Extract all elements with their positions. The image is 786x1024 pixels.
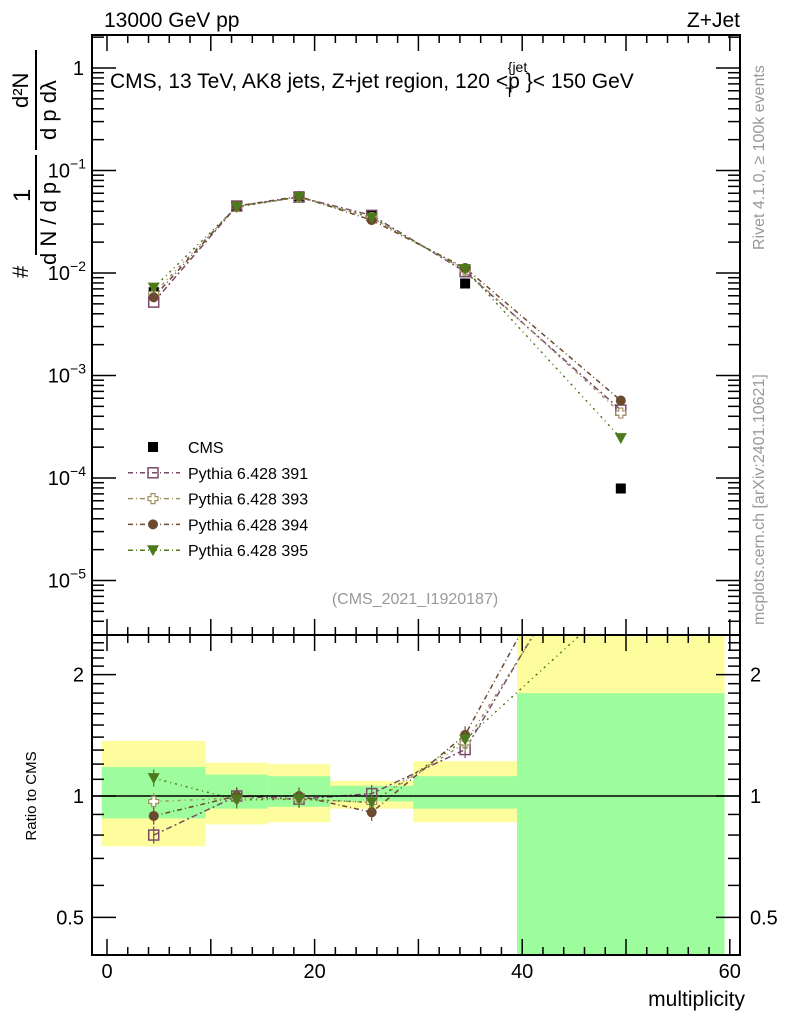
ratio-y-tick-label: 2	[73, 665, 84, 687]
header-process: Z+Jet	[687, 9, 740, 32]
x-tick-label: 0	[101, 961, 112, 983]
ratio-point-pythia-6-428-391	[147, 829, 160, 841]
series-line-pythia-6-428-393	[153, 196, 622, 414]
data-point-pythia-6-428-395	[230, 202, 243, 214]
data-point-pythia-6-428-394	[615, 395, 626, 406]
x-tick-label: 60	[719, 961, 741, 983]
ratio-y-tick-label: 0.5	[750, 907, 778, 929]
ratio-line-pythia-6-428-394	[153, 635, 521, 817]
legend-marker-pythia-6-428-395	[147, 545, 159, 557]
legend-marker-pythia-6-428-391	[147, 467, 159, 479]
data-point-pythia-6-428-393	[615, 407, 627, 419]
ratio-line-pythia-6-428-393	[153, 635, 536, 804]
y-label-rnum: d²N	[8, 73, 33, 108]
legend-label-pythia-6-428-395: Pythia 6.428 395	[188, 543, 308, 560]
ratio-y-tick-label: 1	[750, 786, 761, 808]
ratio-point-pythia-6-428-395	[293, 794, 306, 806]
ratio-point-pythia-6-428-395	[365, 797, 378, 809]
data-point-pythia-6-428-394	[148, 292, 159, 303]
ratio-y-tick-label: 0.5	[56, 907, 84, 929]
x-tick-label: 20	[303, 961, 325, 983]
legend-marker-pythia-6-428-394	[148, 519, 158, 530]
ratio-point-pythia-6-428-393	[148, 795, 160, 808]
ratio-y-label: Ratio to CMS	[23, 751, 40, 840]
ratio-frame	[91, 634, 741, 956]
legend-marker-cms	[148, 442, 158, 452]
title-sup: {jet	[508, 59, 528, 75]
title-sub: T	[505, 84, 514, 100]
data-markers	[147, 191, 627, 844]
data-point-pythia-6-428-395	[365, 212, 378, 224]
header-energy: 13000 GeV pp	[104, 9, 239, 32]
ratio-y-tick-label: 2	[750, 665, 761, 687]
ratio-line-pythia-6-428-391	[153, 635, 535, 836]
axis-ticks	[92, 35, 740, 955]
series-line-pythia-6-428-395	[153, 196, 622, 439]
ratio-lines	[153, 635, 582, 836]
ratio-y-tick-label: 1	[73, 786, 84, 808]
data-point-pythia-6-428-395	[459, 264, 472, 276]
main-lines	[153, 195, 622, 439]
y-label-den: d N / d p	[36, 182, 61, 265]
title-main: CMS, 13 TeV, AK8 jets, Z+jet region, 120…	[110, 70, 520, 93]
y-tick-label: 10−2	[48, 258, 86, 285]
tick-labels: 1 10−1 10−2 10−3 10−4 10−5 2 2 1 1 0.5 0.5 0 20 40 60	[48, 58, 778, 983]
data-point-pythia-6-428-395	[293, 192, 306, 204]
analysis-id: (CMS_2021_I1920187)	[332, 591, 498, 608]
legend-marker-pythia-6-428-393	[147, 493, 159, 505]
series-line-pythia-6-428-394	[153, 195, 622, 402]
data-point-cms	[615, 483, 626, 494]
data-point-pythia-6-428-395	[614, 433, 627, 445]
y-label-num: 1	[9, 189, 36, 202]
main-y-label: # 1 d N / d p d²N d p dλ	[8, 50, 61, 278]
legend: CMS Pythia 6.428 391 Pythia 6.428 393 Pythi…	[128, 440, 308, 560]
stat-uncertainty-band	[517, 693, 725, 955]
ratio-point-pythia-6-428-395	[147, 773, 160, 785]
y-label-hash: #	[8, 265, 33, 278]
y-label-rden: d p dλ	[36, 80, 61, 140]
stat-uncertainty-band	[413, 776, 518, 809]
x-axis-label: multiplicity	[648, 988, 745, 1011]
legend-label-pythia-6-428-391: Pythia 6.428 391	[188, 466, 308, 483]
y-tick-label: 10−4	[48, 463, 86, 490]
legend-label-pythia-6-428-393: Pythia 6.428 393	[188, 492, 308, 509]
y-tick-label: 10−5	[48, 566, 86, 593]
rivet-label: Rivet 4.1.0, ≥ 100k events	[751, 65, 768, 250]
uncertainty-bands	[101, 635, 725, 955]
legend-label-pythia-6-428-394: Pythia 6.428 394	[188, 517, 308, 534]
data-point-cms	[460, 278, 471, 289]
legend-label-cms: CMS	[188, 440, 224, 457]
series-line-pythia-6-428-391	[153, 196, 622, 411]
ratio-point-pythia-6-428-394	[366, 807, 377, 818]
mcplots-label: mcplots.cern.ch [arXiv:2401.10621]	[751, 374, 768, 625]
y-tick-label: 10−1	[48, 156, 86, 183]
x-tick-label: 40	[511, 961, 533, 983]
ratio-point-pythia-6-428-394	[148, 810, 159, 821]
title-tail: }< 150 GeV	[526, 70, 634, 93]
y-tick-label: 10−3	[48, 361, 86, 388]
ratio-point-pythia-6-428-395	[230, 794, 243, 806]
plot-title: CMS, 13 TeV, AK8 jets, Z+jet region, 120…	[110, 59, 634, 100]
y-tick-label: 1	[73, 58, 84, 80]
data-point-pythia-6-428-395	[147, 282, 160, 294]
ratio-point-pythia-6-428-395	[459, 734, 472, 746]
